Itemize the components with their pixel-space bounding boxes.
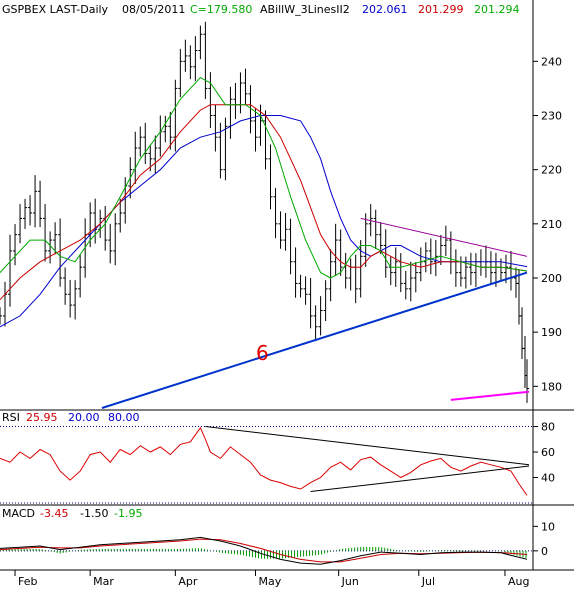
- rsi-y-axis: 40 60 80: [533, 421, 555, 485]
- resistance-trendline: [360, 217, 528, 257]
- macd-y-axis: 0 10: [533, 520, 555, 558]
- price-tick-label-3: 210: [541, 218, 562, 231]
- price-tick-label-0: 180: [541, 380, 562, 393]
- wave-annotation: 6: [256, 341, 269, 365]
- macd-label: MACD: [2, 507, 35, 520]
- rsi-line: [0, 426, 528, 496]
- macd-value: -3.45: [40, 507, 68, 520]
- header-line-blue: 202.061: [362, 3, 408, 16]
- x-tick-label-2: Apr: [178, 575, 198, 588]
- header-line-red: 201.299: [418, 3, 464, 16]
- x-tick-label-3: May: [258, 575, 281, 588]
- header-close: C=179.580: [190, 3, 252, 16]
- rsi-low: 20.00: [68, 411, 100, 424]
- price-tick-label-6: 240: [541, 55, 562, 68]
- macd-tick-label-0: 0: [541, 545, 548, 558]
- rsi-tick-label-0: 40: [541, 472, 555, 485]
- support-trendline: [101, 271, 528, 409]
- rsi-trend-lower: [310, 465, 530, 493]
- rsi-high: 80.00: [108, 411, 140, 424]
- price-tick-label-5: 230: [541, 110, 562, 123]
- macd-hist-value: -1.95: [114, 507, 142, 520]
- macd-line: [0, 536, 528, 565]
- ma-green-line: [0, 76, 528, 279]
- x-tick-label-0: Feb: [18, 575, 37, 588]
- macd-tick-label-1: 10: [541, 520, 555, 533]
- header-date: 08/05/2011: [122, 3, 185, 16]
- header-symbol: GSPBEX LAST-Daily: [2, 3, 109, 16]
- x-axis: Feb Mar Apr May Jun Jul Aug: [14, 570, 529, 588]
- rsi-tick-label-2: 80: [541, 421, 555, 434]
- x-tick-label-6: Aug: [508, 575, 529, 588]
- macd-signal-value: -1.50: [80, 507, 108, 520]
- header-line-green: 201.294: [474, 3, 520, 16]
- price-tick-label-2: 200: [541, 272, 562, 285]
- x-tick-label-5: Jul: [421, 575, 435, 588]
- x-tick-label-1: Mar: [93, 575, 114, 588]
- rsi-series: [0, 426, 533, 504]
- ma-red-line: [0, 104, 528, 301]
- header-indicator: ABillW_3LinesII2: [260, 3, 350, 16]
- magenta-trendline: [450, 390, 530, 401]
- x-tick-label-4: Jun: [341, 575, 359, 588]
- price-y-axis: 180 190 200 210 220 230 240: [533, 55, 562, 393]
- rsi-label: RSI: [2, 411, 20, 424]
- rsi-tick-label-1: 60: [541, 446, 555, 459]
- macd-series: [0, 536, 533, 565]
- rsi-value: 25.95: [26, 411, 58, 424]
- price-tick-label-4: 220: [541, 164, 562, 177]
- price-tick-label-1: 190: [541, 326, 562, 339]
- price-series: [0, 21, 530, 409]
- rsi-trend-upper: [205, 426, 530, 466]
